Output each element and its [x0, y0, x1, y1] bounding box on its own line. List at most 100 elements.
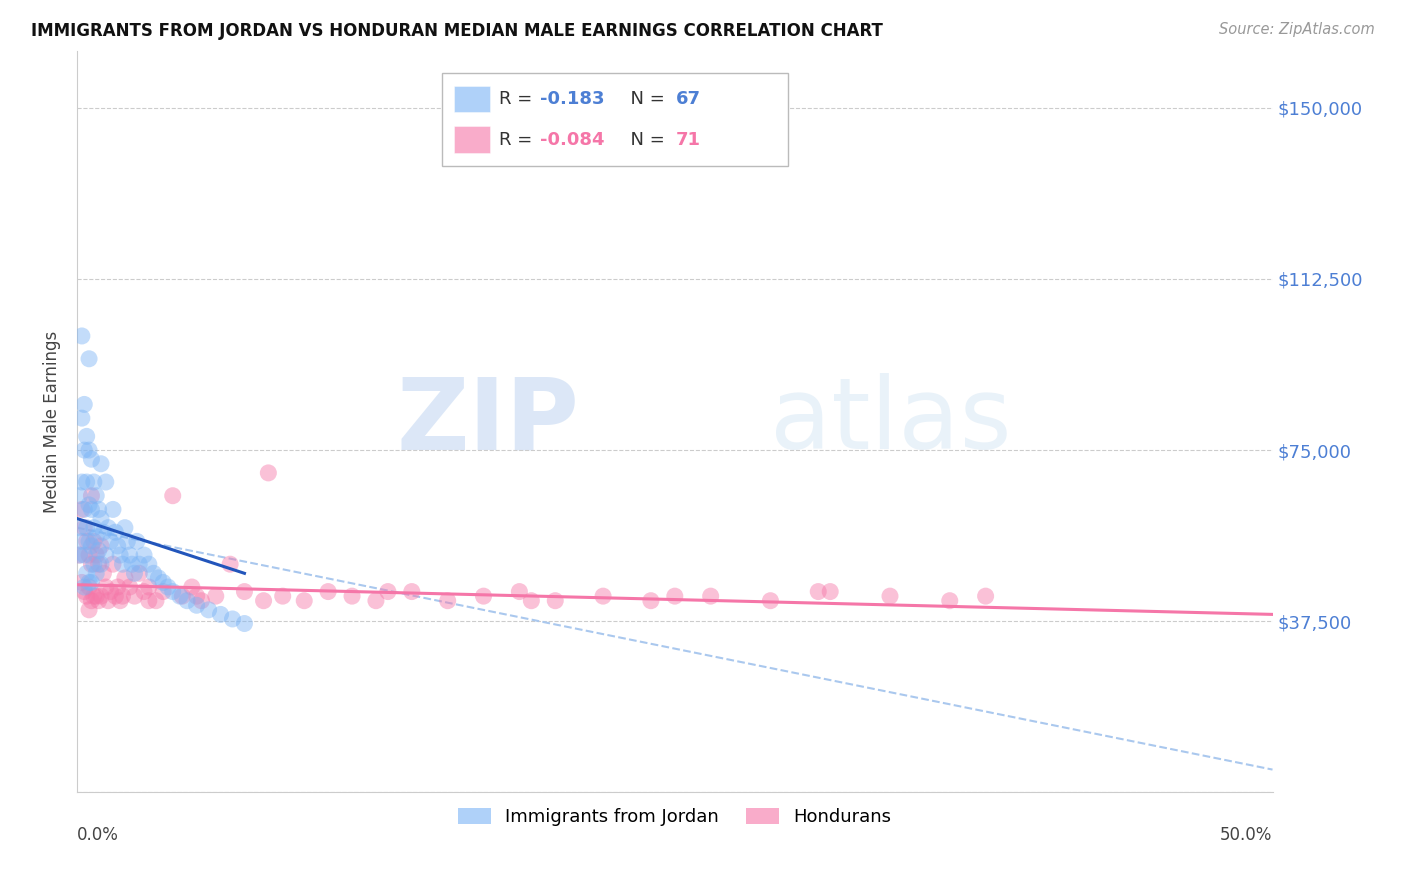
Point — [90, 511, 112, 525]
Point — [76, 534, 98, 549]
Point — [84, 489, 107, 503]
Point — [70, 411, 93, 425]
Point — [94, 580, 117, 594]
Text: 50.0%: 50.0% — [1220, 826, 1272, 844]
Point — [257, 466, 280, 480]
Point — [87, 593, 110, 607]
Point — [117, 534, 139, 549]
Point — [87, 557, 110, 571]
Point — [172, 589, 194, 603]
Point — [73, 580, 96, 594]
Point — [90, 589, 112, 603]
Point — [90, 539, 112, 553]
Text: -0.183: -0.183 — [540, 90, 605, 108]
Legend: Immigrants from Jordan, Hondurans: Immigrants from Jordan, Hondurans — [450, 799, 900, 835]
Point — [186, 589, 208, 603]
Point — [221, 612, 243, 626]
Point — [77, 498, 100, 512]
Point — [271, 589, 294, 603]
Text: IMMIGRANTS FROM JORDAN VS HONDURAN MEDIAN MALE EARNINGS CORRELATION CHART: IMMIGRANTS FROM JORDAN VS HONDURAN MEDIA… — [31, 22, 883, 40]
Point — [209, 607, 232, 622]
Point — [73, 443, 96, 458]
Point — [87, 543, 110, 558]
Text: R =: R = — [499, 90, 538, 108]
Text: N =: N = — [619, 90, 671, 108]
Point — [162, 584, 184, 599]
Point — [94, 548, 117, 562]
Point — [93, 525, 115, 540]
Point — [73, 502, 96, 516]
Point — [80, 593, 103, 607]
Point — [104, 589, 127, 603]
Point — [759, 593, 782, 607]
Point — [162, 489, 184, 503]
Point — [118, 548, 141, 562]
Point — [77, 575, 100, 590]
Point — [377, 584, 399, 599]
Point — [292, 593, 315, 607]
Point — [77, 548, 100, 562]
Point — [77, 580, 100, 594]
Point — [101, 557, 124, 571]
Point — [90, 457, 112, 471]
Point — [76, 589, 98, 603]
Text: 67: 67 — [676, 90, 702, 108]
Text: ZIP: ZIP — [396, 373, 579, 470]
Point — [132, 584, 155, 599]
Point — [70, 575, 93, 590]
Point — [108, 593, 131, 607]
Point — [169, 589, 191, 603]
Point — [197, 603, 219, 617]
Point — [100, 584, 122, 599]
Point — [97, 521, 120, 535]
Point — [80, 452, 103, 467]
Point — [83, 521, 105, 535]
Point — [77, 443, 100, 458]
Point — [818, 584, 841, 599]
Point — [90, 557, 112, 571]
Point — [125, 534, 148, 549]
Point — [101, 502, 124, 516]
Point — [508, 584, 530, 599]
Point — [939, 593, 962, 607]
Point — [118, 580, 141, 594]
Point — [73, 548, 96, 562]
Point — [544, 593, 567, 607]
Point — [156, 580, 179, 594]
Point — [76, 475, 98, 489]
Point — [152, 575, 174, 590]
Point — [364, 593, 387, 607]
Point — [84, 530, 107, 544]
Point — [93, 566, 115, 581]
Point — [111, 557, 134, 571]
Text: R =: R = — [499, 131, 538, 149]
Point — [180, 580, 202, 594]
Point — [107, 539, 129, 553]
Text: 0.0%: 0.0% — [77, 826, 120, 844]
Point — [128, 557, 150, 571]
Point — [76, 429, 98, 443]
Point — [70, 329, 93, 343]
Point — [138, 580, 160, 594]
Point — [316, 584, 339, 599]
Point — [128, 566, 150, 581]
Point — [104, 525, 127, 540]
Point — [592, 589, 614, 603]
Point — [83, 534, 105, 549]
Point — [83, 475, 105, 489]
FancyBboxPatch shape — [454, 86, 489, 112]
Point — [252, 593, 274, 607]
Point — [664, 589, 686, 603]
Point — [401, 584, 423, 599]
FancyBboxPatch shape — [441, 73, 789, 166]
Point — [219, 557, 242, 571]
Point — [142, 566, 165, 581]
Text: atlas: atlas — [770, 373, 1012, 470]
Point — [340, 589, 363, 603]
Point — [69, 521, 91, 535]
Point — [472, 589, 495, 603]
Point — [83, 557, 105, 571]
Point — [640, 593, 662, 607]
Point — [100, 534, 122, 549]
Point — [73, 584, 96, 599]
